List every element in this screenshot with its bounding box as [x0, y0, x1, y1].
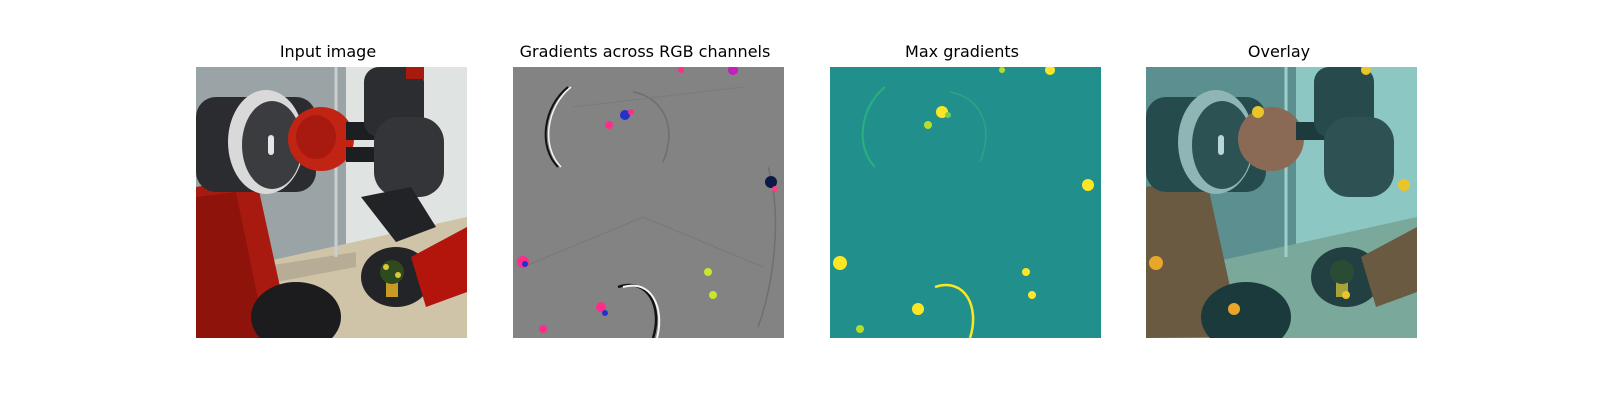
title-max-gradients: Max gradients — [905, 42, 1019, 61]
title-overlay: Overlay — [1247, 42, 1311, 61]
gradient-overlay — [1146, 67, 1417, 338]
input-image — [196, 67, 467, 338]
rgb-gradient-map — [513, 67, 784, 338]
title-gradients-rgb: Gradients across RGB channels — [519, 42, 771, 61]
title-input-image: Input image — [279, 42, 377, 61]
max-gradient-heatmap — [830, 67, 1101, 338]
